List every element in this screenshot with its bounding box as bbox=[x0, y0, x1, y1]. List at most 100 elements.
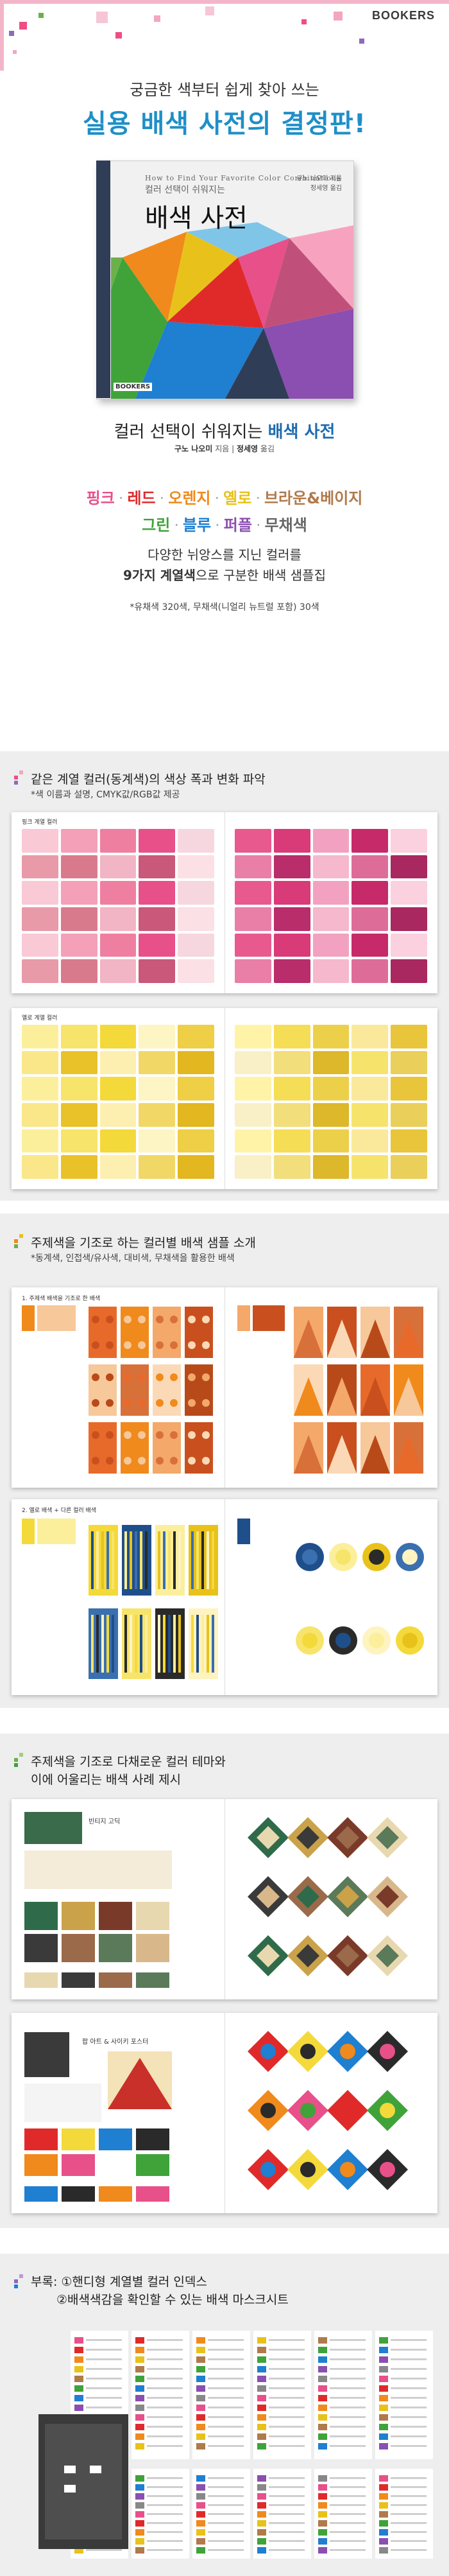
pink-swatch-grid-left bbox=[22, 829, 214, 983]
section-2-title: 주제색을 기조로 하는 컬러별 배색 샘플 소개 bbox=[31, 1236, 256, 1250]
index-chip bbox=[196, 2538, 205, 2545]
section-1-title: 같은 계열 컬러(동계색)의 색상 폭과 변화 파악 bbox=[31, 772, 266, 787]
index-chip bbox=[257, 2529, 266, 2536]
theme-chip bbox=[24, 2186, 58, 2202]
theme-dot bbox=[340, 2162, 355, 2177]
index-chip bbox=[318, 2484, 327, 2491]
pattern-dot bbox=[188, 1431, 196, 1439]
theme-chip bbox=[99, 2128, 132, 2150]
index-text-line bbox=[330, 2513, 366, 2515]
index-text-line bbox=[147, 2358, 183, 2360]
theme-badge bbox=[24, 2032, 69, 2077]
pattern-shape bbox=[294, 1377, 323, 1416]
color-swatch bbox=[312, 1103, 350, 1127]
color-swatch bbox=[352, 1050, 389, 1075]
pattern-stripe bbox=[168, 1615, 171, 1673]
index-chip bbox=[257, 2538, 266, 2545]
theme-dot bbox=[260, 2044, 276, 2059]
index-text-line bbox=[208, 2416, 244, 2418]
book-spine bbox=[96, 161, 110, 398]
color-swatch bbox=[312, 1077, 350, 1101]
index-text-line bbox=[391, 2504, 427, 2506]
color-categories: 핑크 · 레드 · 오렌지 · 옐로 · 브라운&베이지 그린 · 블루 · 퍼플 · 무채색 bbox=[86, 489, 363, 534]
pattern-stripe bbox=[135, 1615, 137, 1673]
pattern-stripe bbox=[173, 1615, 176, 1673]
index-text-line bbox=[269, 2504, 305, 2506]
popart-theme-samples bbox=[24, 2031, 408, 2202]
theme-chip bbox=[136, 2154, 169, 2176]
index-chip bbox=[379, 2395, 388, 2401]
color-swatch bbox=[178, 933, 214, 957]
theme-text-block bbox=[24, 1850, 172, 1889]
index-text-line bbox=[208, 2435, 244, 2437]
color-swatch bbox=[235, 1103, 271, 1127]
pattern-stripe bbox=[112, 1531, 114, 1589]
top-decoration bbox=[0, 0, 449, 71]
pattern-stripe bbox=[191, 1531, 194, 1589]
pattern-shape bbox=[394, 1319, 423, 1358]
index-text-line bbox=[86, 2406, 122, 2408]
cover-latin-title: How to Find Your Favorite Color Combinat… bbox=[145, 174, 341, 182]
theme-diamond bbox=[336, 1826, 359, 1849]
index-text-line bbox=[330, 2406, 366, 2408]
index-chip bbox=[135, 2520, 144, 2527]
spread-label: 2. 옐로 배색 + 다른 컬러 배색 bbox=[22, 1508, 97, 1514]
index-text-line bbox=[147, 2495, 183, 2497]
book-subtitle: 컬러 선택이 쉬워지는 배색 사전 bbox=[0, 419, 449, 442]
pattern-dot bbox=[170, 1316, 178, 1323]
color-swatch bbox=[139, 1155, 176, 1179]
index-chip bbox=[379, 2356, 388, 2363]
color-swatch bbox=[99, 881, 137, 905]
color-swatch bbox=[99, 1103, 137, 1127]
color-swatch bbox=[235, 1025, 271, 1049]
pattern-dot bbox=[156, 1341, 164, 1349]
index-text-line bbox=[330, 2358, 366, 2360]
pattern-dot bbox=[106, 1431, 114, 1439]
index-chip bbox=[318, 2356, 327, 2363]
pattern-dot bbox=[138, 1431, 146, 1439]
index-text-line bbox=[330, 2504, 366, 2506]
pattern-shape bbox=[327, 1435, 357, 1474]
index-chip bbox=[257, 2511, 266, 2518]
color-swatch bbox=[178, 1129, 214, 1153]
index-text-line bbox=[269, 2349, 305, 2351]
color-chip bbox=[22, 1305, 35, 1331]
index-text-line bbox=[208, 2368, 244, 2370]
index-text-line bbox=[86, 2378, 122, 2380]
index-text-line bbox=[147, 2549, 183, 2551]
index-chip bbox=[257, 2484, 266, 2491]
theme-chip bbox=[99, 2186, 132, 2202]
color-swatch bbox=[99, 855, 137, 879]
theme-dot bbox=[260, 2162, 276, 2177]
pattern-stripe bbox=[196, 1531, 199, 1589]
section-4-heading: 부록: ①핸디형 계열별 컬러 인덱스 ②배색색감을 확인할 수 있는 배색 마… bbox=[31, 2273, 289, 2309]
color-swatch bbox=[99, 1155, 137, 1179]
color-swatch bbox=[273, 881, 310, 905]
pattern-tile bbox=[121, 1364, 149, 1416]
index-chip bbox=[379, 2484, 388, 2491]
index-text-line bbox=[269, 2513, 305, 2515]
index-text-line bbox=[391, 2368, 427, 2370]
pattern-dot bbox=[156, 1431, 164, 1439]
index-chip bbox=[379, 2376, 388, 2382]
pattern-dot bbox=[202, 1341, 210, 1349]
category-2: 오렌지 bbox=[168, 489, 211, 507]
theme-chip bbox=[62, 2186, 95, 2202]
theme-chip bbox=[99, 1934, 132, 1962]
pattern-dot bbox=[202, 1431, 210, 1439]
theme-chip bbox=[62, 1934, 95, 1962]
color-count-note: *유채색 320색, 무채색(니얼리 뉴트럴 포함) 30색 bbox=[130, 602, 319, 613]
color-swatch bbox=[60, 829, 97, 853]
cover-geometric-art bbox=[97, 161, 353, 399]
pattern-dot bbox=[156, 1399, 164, 1407]
color-swatch bbox=[312, 881, 350, 905]
color-swatch bbox=[352, 1103, 389, 1127]
color-swatch bbox=[235, 933, 271, 957]
pattern-dot bbox=[170, 1341, 178, 1349]
index-text-line bbox=[208, 2504, 244, 2506]
section-4-title: 부록: ①핸디형 계열별 컬러 인덱스 bbox=[31, 2275, 207, 2289]
theme-diamond bbox=[336, 1944, 359, 1967]
index-chip bbox=[379, 2538, 388, 2545]
pattern-dot bbox=[124, 1373, 131, 1381]
